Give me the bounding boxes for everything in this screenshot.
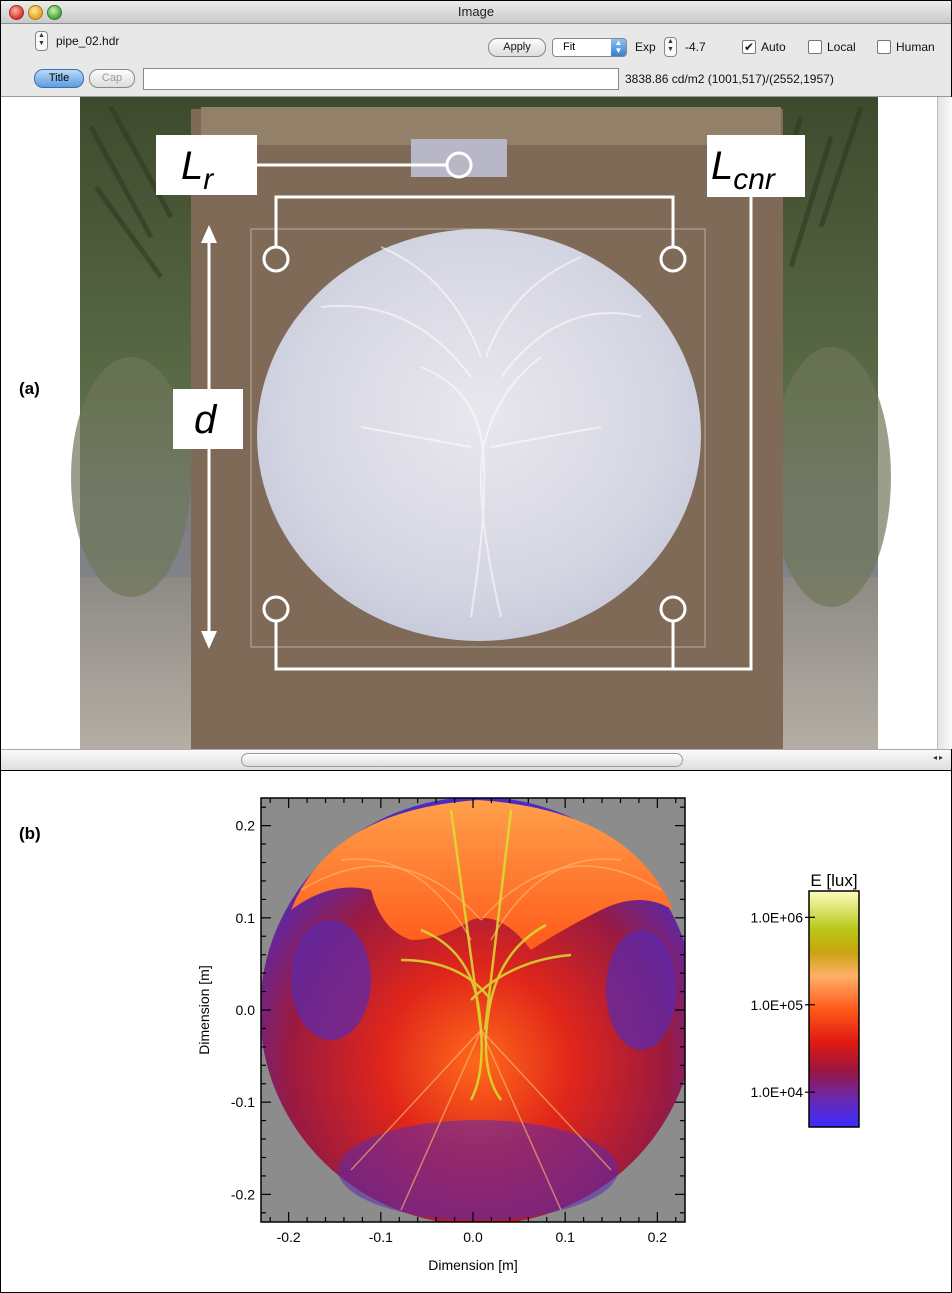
auto-label: Auto xyxy=(761,40,786,54)
axis-ticks xyxy=(261,798,685,1222)
exp-label: Exp xyxy=(635,40,656,54)
x-tick-label: 0.2 xyxy=(648,1229,668,1245)
close-window-button[interactable] xyxy=(9,5,24,20)
luminance-readout: 3838.86 cd/m2 (1001,517)/(2552,1957) xyxy=(625,72,834,86)
scroll-arrows-icon[interactable]: ◂▸ xyxy=(932,753,945,762)
window-title: Image xyxy=(457,4,495,19)
colorbar-gradient xyxy=(808,890,860,1128)
colorbar-title: E [lux] xyxy=(810,871,857,890)
apply-button[interactable]: Apply xyxy=(488,38,546,57)
x-tick-label: 0.0 xyxy=(463,1229,483,1245)
hdr-photo: Lr Lcnr d xyxy=(71,97,891,749)
horizontal-scroll-thumb[interactable] xyxy=(241,753,683,767)
panel-b-label: (b) xyxy=(19,824,41,843)
image-toolbar: ▲ ▼ pipe_02.hdr Apply Fit ▲ ▼ Exp ▲ ▼ -4.7 … xyxy=(1,24,951,97)
human-label: Human xyxy=(896,40,935,54)
x-tick-label: 0.1 xyxy=(555,1229,575,1245)
horizontal-scrollbar[interactable]: ◂▸ xyxy=(1,749,951,771)
checkmark-icon: ✔ xyxy=(743,40,755,54)
colorbar-tick-label: 1.0E+06 xyxy=(750,909,803,925)
x-tick-label: -0.1 xyxy=(369,1229,393,1245)
irradiance-map xyxy=(261,798,685,1222)
lcnr-subscript: cnr xyxy=(733,163,776,196)
vertical-scrollbar[interactable] xyxy=(937,97,952,749)
minimize-window-button[interactable] xyxy=(28,5,43,20)
svg-text:Lr: Lr xyxy=(181,144,214,196)
caption-input[interactable] xyxy=(143,68,619,90)
auto-checkbox[interactable]: ✔ xyxy=(742,40,756,54)
irradiance-heatmap: -0.2 -0.1 0.0 0.1 0.2 0.2 0.1 0.0 -0.1 -0.2 Dime… xyxy=(196,797,860,1273)
exp-value: -4.7 xyxy=(685,40,706,54)
fit-select-value: Fit xyxy=(563,41,576,53)
human-checkbox[interactable] xyxy=(877,40,891,54)
colorbar-tick-label: 1.0E+04 xyxy=(750,1084,803,1100)
svg-text:Lcnr: Lcnr xyxy=(711,144,776,196)
d-label: d xyxy=(194,398,218,442)
lr-subscript: r xyxy=(203,163,214,196)
select-arrows-icon: ▲ ▼ xyxy=(611,39,626,56)
x-tick-labels: -0.2 -0.1 0.0 0.1 0.2 xyxy=(277,1229,668,1245)
y-axis-label: Dimension [m] xyxy=(196,965,212,1054)
y-tick-labels: 0.2 0.1 0.0 -0.1 -0.2 xyxy=(231,818,255,1203)
local-label: Local xyxy=(827,40,856,54)
colorbar-tick-label: 1.0E+05 xyxy=(750,997,803,1013)
x-tick-label: -0.2 xyxy=(277,1229,301,1245)
panel-a-label: (a) xyxy=(19,379,40,398)
y-tick-label: 0.0 xyxy=(236,1002,256,1018)
file-stepper[interactable]: ▲ ▼ xyxy=(35,31,48,51)
lr-label: L xyxy=(181,144,203,188)
local-checkbox[interactable] xyxy=(808,40,822,54)
y-tick-label: -0.1 xyxy=(231,1094,255,1110)
lcnr-label: L xyxy=(711,144,733,188)
y-tick-label: -0.2 xyxy=(231,1186,255,1202)
cap-button[interactable]: Cap xyxy=(89,69,135,88)
plot-area: -0.2 -0.1 0.0 0.1 0.2 0.2 0.1 0.0 -0.1 -0.2 Dime… xyxy=(196,797,686,1273)
colorbar: E [lux] 1.0E+06 1.0E+05 1.0E+04 xyxy=(750,871,860,1128)
filename-label: pipe_02.hdr xyxy=(56,34,120,48)
title-button[interactable]: Title xyxy=(34,69,84,88)
x-axis-label: Dimension [m] xyxy=(428,1257,517,1273)
window-titlebar: Image xyxy=(1,1,951,24)
colorbar-ticks: 1.0E+06 1.0E+05 1.0E+04 xyxy=(750,909,815,1100)
fit-select[interactable]: Fit ▲ ▼ xyxy=(552,38,627,57)
exp-stepper[interactable]: ▲ ▼ xyxy=(664,37,677,57)
hdr-photo-view[interactable]: Lr Lcnr d xyxy=(1,97,937,749)
y-tick-label: 0.1 xyxy=(236,910,256,926)
zoom-window-button[interactable] xyxy=(47,5,62,20)
y-tick-label: 0.2 xyxy=(236,818,256,834)
